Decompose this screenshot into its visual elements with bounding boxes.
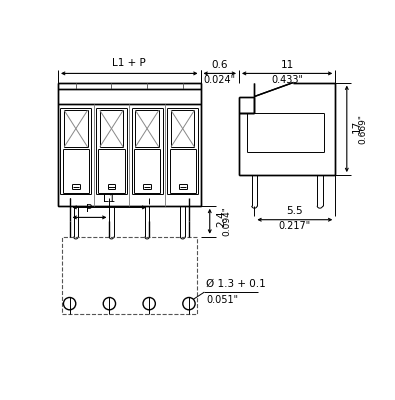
Bar	[58, 83, 201, 206]
Bar	[62, 237, 197, 314]
Text: 11: 11	[280, 60, 294, 70]
Text: L1: L1	[103, 194, 116, 204]
Polygon shape	[239, 83, 335, 175]
Text: 0.669": 0.669"	[358, 114, 367, 144]
Text: 0.094": 0.094"	[223, 206, 232, 236]
Text: 0.6: 0.6	[211, 60, 228, 70]
Text: P: P	[87, 204, 93, 214]
Text: Ø 1.3 + 0.1: Ø 1.3 + 0.1	[206, 279, 266, 289]
Text: 0.433": 0.433"	[271, 75, 303, 85]
Text: 0.217": 0.217"	[279, 221, 311, 231]
Text: 17: 17	[352, 120, 361, 133]
Text: 0.024": 0.024"	[204, 75, 236, 85]
Text: L1 + P: L1 + P	[113, 58, 146, 68]
Text: 0.051": 0.051"	[206, 295, 238, 305]
Text: 5.5: 5.5	[286, 206, 303, 216]
Text: 2.4: 2.4	[216, 211, 226, 227]
